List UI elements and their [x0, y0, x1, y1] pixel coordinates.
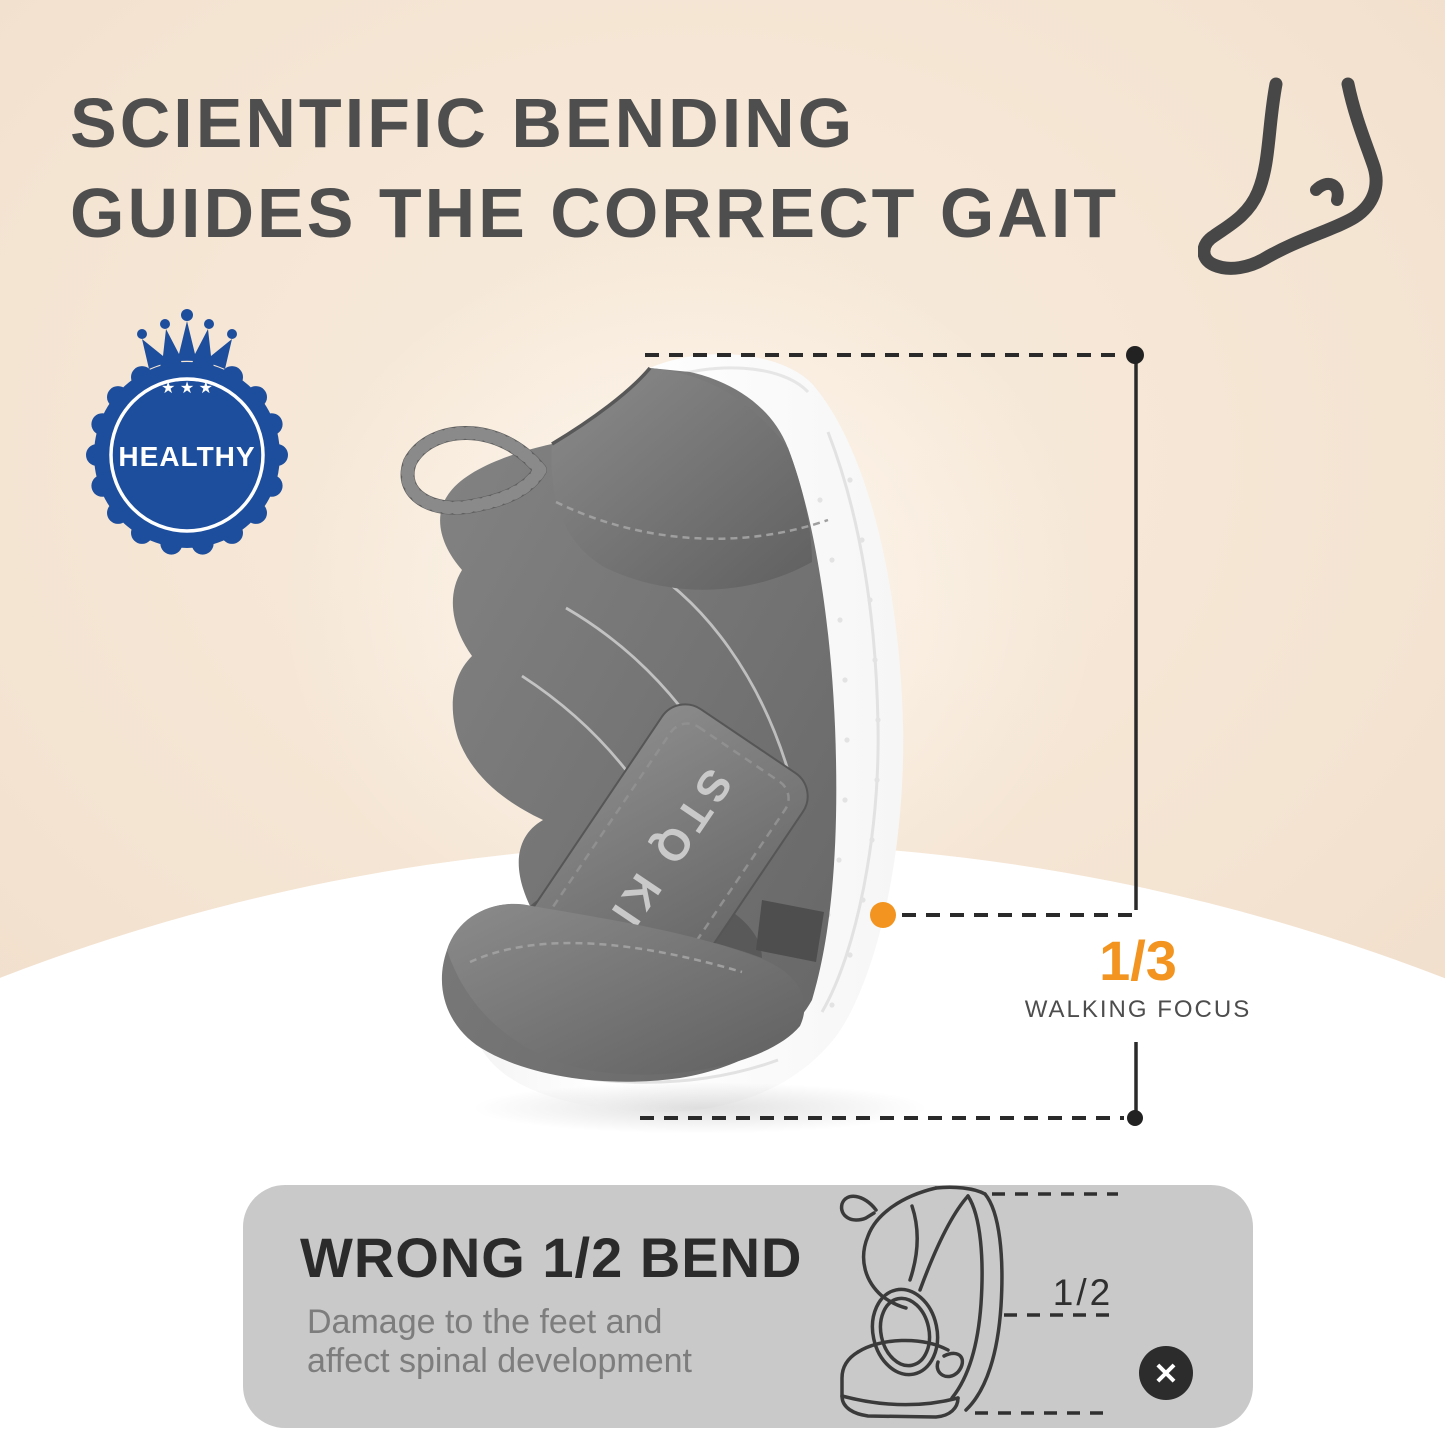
walking-focus-fraction: 1/3: [1099, 929, 1177, 992]
product-shoe-photo: STQ KIDS: [400, 354, 904, 1113]
warning-description: Damage to the feet and affect spinal dev…: [307, 1303, 692, 1381]
x-icon-glyph: ✕: [1153, 1358, 1178, 1391]
wrong-bend-illustration: 1/2 ✕: [839, 1185, 1193, 1419]
elastic-band: [756, 900, 824, 962]
foot-icon: [1198, 77, 1383, 275]
x-icon: [1139, 1346, 1193, 1400]
badge-inner-ring: [109, 377, 265, 533]
healthy-badge: ★ ★ ★ HEALTHY: [86, 309, 288, 555]
warning-panel: WRONG 1/2 BEND Damage to the feet and af…: [243, 1185, 1253, 1428]
walking-focus-callout: 1/3 WALKING FOCUS: [1006, 932, 1270, 1024]
walking-focus-label: WALKING FOCUS: [1024, 996, 1252, 1023]
badge-label: HEALTHY: [118, 441, 255, 472]
badge-disc: [94, 362, 280, 548]
shoe-drop-shadow: [470, 1082, 930, 1134]
warning-description-line1: Damage to the feet and: [307, 1303, 663, 1341]
page-title: SCIENTIFIC BENDING GUIDES THE CORRECT GA…: [70, 78, 1119, 258]
shoe-heel-cap: [551, 368, 812, 590]
top-measure-dot: [1126, 346, 1144, 364]
badge-stars: ★ ★ ★: [161, 380, 213, 397]
shoe-toe-bumper: [447, 903, 805, 1075]
wrong-bend-shoe-drawing: [839, 1185, 1004, 1419]
badge-crown-icon: [137, 309, 237, 369]
warning-heading: WRONG 1/2 BEND: [300, 1226, 803, 1289]
page-title-line2: GUIDES THE CORRECT GAIT: [70, 174, 1120, 252]
wrong-fraction-label: 1/2: [1053, 1272, 1113, 1313]
page-title-line1: SCIENTIFIC BENDING: [70, 84, 856, 162]
warning-description-line2: affect spinal development: [307, 1342, 692, 1380]
